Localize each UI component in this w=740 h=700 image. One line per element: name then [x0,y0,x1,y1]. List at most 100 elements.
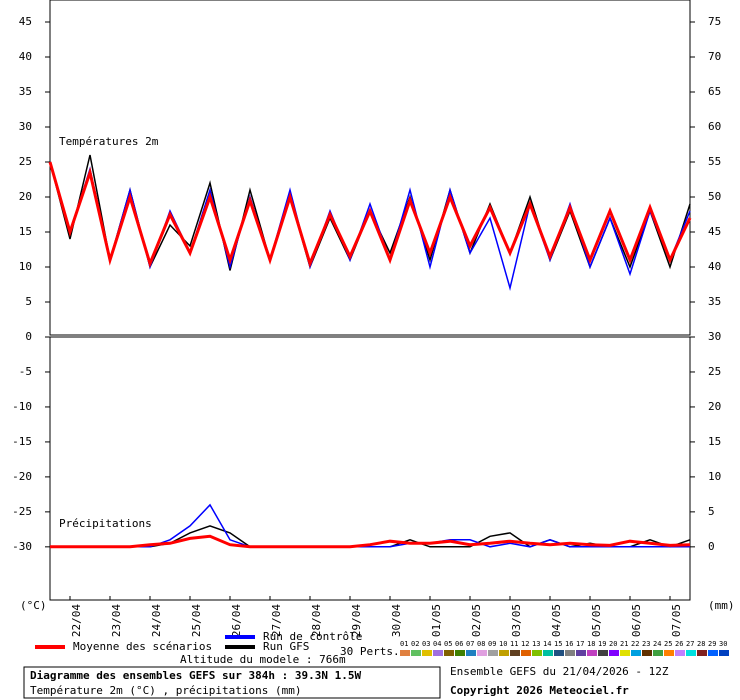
pert-label: 25 [664,640,672,648]
pert-label: 11 [510,640,518,648]
pert-label: 15 [554,640,562,648]
y-tick-label: -5 [19,365,32,378]
pert-swatch [708,650,718,656]
pert-label: 06 [455,640,463,648]
pert-label: 13 [532,640,540,648]
temp-panel [49,0,691,336]
pert-label: 27 [686,640,694,648]
y2-axis-unit: (mm) [708,599,735,612]
y2-tick-label: 40 [708,260,721,273]
y2-tick-label: 5 [708,505,715,518]
pert-label: 29 [708,640,716,648]
y2-tick-label: 75 [708,15,721,28]
y-tick-label: 30 [19,120,32,133]
pert-swatch [719,650,729,656]
x-tick-label: 06/05 [630,604,643,637]
pert-swatch [455,650,465,656]
pert-swatch [631,650,641,656]
x-tick-label: 05/05 [590,604,603,637]
pert-label: 02 [411,640,419,648]
altitude: Altitude du modele : 766m [180,653,346,666]
x-tick-label: 03/05 [510,604,523,637]
pert-label: 18 [587,640,595,648]
x-tick-label: 28/04 [310,604,323,637]
pert-swatch [488,650,498,656]
y2-tick-label: 10 [708,470,721,483]
pert-label: 03 [422,640,430,648]
y2-tick-label: 45 [708,225,721,238]
pert-label: 26 [675,640,683,648]
series-line [50,534,691,549]
y-tick-label: -25 [12,505,32,518]
pert-swatch [444,650,454,656]
x-tick-label: 27/04 [270,604,283,637]
copyright: Copyright 2026 Meteociel.fr [450,684,629,697]
pert-swatch [521,650,531,656]
pert-swatch [697,650,707,656]
y2-tick-label: 20 [708,400,721,413]
footer-title: Diagramme des ensembles GEFS sur 384h : … [30,669,362,682]
x-tick-label: 26/04 [230,604,243,637]
y-tick-label: -15 [12,435,32,448]
x-tick-label: 02/05 [470,604,483,637]
pert-swatch [686,650,696,656]
y-axis-unit: (°C) [20,599,47,612]
y-tick-label: -10 [12,400,32,413]
run-info: Ensemble GEFS du 21/04/2026 - 12Z [450,665,669,678]
pert-swatch [510,650,520,656]
precip-panel [49,336,691,601]
pert-label: 28 [697,640,705,648]
pert-swatch [477,650,487,656]
pert-swatch [664,650,674,656]
pert-swatch [499,650,509,656]
pert-label: 12 [521,640,529,648]
y-tick-label: 35 [19,85,32,98]
pert-swatch [532,650,542,656]
pert-label: 05 [444,640,452,648]
footer-box [23,666,441,699]
y2-tick-label: 70 [708,50,721,63]
pert-swatch [653,650,663,656]
pert-label: 24 [653,640,661,648]
pert-swatch [675,650,685,656]
pert-label: 07 [466,640,474,648]
y-tick-label: -30 [12,540,32,553]
y2-tick-label: 55 [708,155,721,168]
pert-swatch [609,650,619,656]
panel-title: Précipitations [59,517,152,530]
series-line [48,161,692,268]
pert-label: 14 [543,640,551,648]
y2-tick-label: 30 [708,330,721,343]
y-tick-label: 25 [19,155,32,168]
y-tick-label: 45 [19,15,32,28]
pert-swatch [433,650,443,656]
x-tick-label: 25/04 [190,604,203,637]
pert-label: 09 [488,640,496,648]
x-tick-label: 30/04 [390,604,403,637]
pert-label: 08 [477,640,485,648]
pert-swatch [576,650,586,656]
pert-swatch [466,650,476,656]
pert-swatch [598,650,608,656]
pert-label: 23 [642,640,650,648]
x-tick-label: 22/04 [70,604,83,637]
pert-swatch [543,650,553,656]
pert-swatch [587,650,597,656]
y2-tick-label: 25 [708,365,721,378]
pert-label: 17 [576,640,584,648]
x-tick-label: 01/05 [430,604,443,637]
x-tick-label: 24/04 [150,604,163,637]
x-tick-label: 04/05 [550,604,563,637]
legend-label: Moyenne des scénarios [73,640,212,653]
pert-swatch [554,650,564,656]
pert-label: 10 [499,640,507,648]
x-tick-label: 29/04 [350,604,363,637]
y-tick-label: -20 [12,470,32,483]
pert-label: 20 [609,640,617,648]
pert-swatch [400,650,410,656]
pert-swatch [620,650,630,656]
pert-label: 21 [620,640,628,648]
pert-label: 30 [719,640,727,648]
y-tick-label: 20 [19,190,32,203]
